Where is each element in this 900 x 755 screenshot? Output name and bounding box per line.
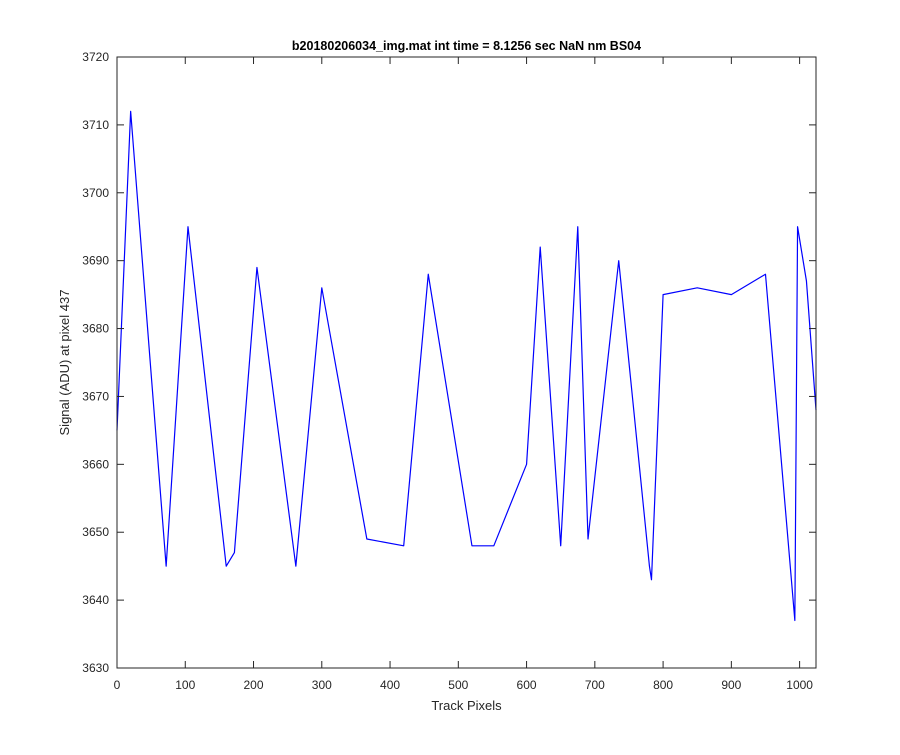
x-tick-label: 900 xyxy=(721,678,741,692)
y-tick-label: 3660 xyxy=(82,457,109,471)
x-tick-label: 300 xyxy=(312,678,332,692)
y-tick-label: 3700 xyxy=(82,186,109,200)
x-tick-label: 200 xyxy=(244,678,264,692)
y-tick-label: 3640 xyxy=(82,593,109,607)
y-tick-label: 3680 xyxy=(82,322,109,336)
x-tick-label: 400 xyxy=(380,678,400,692)
y-axis: 3630 3640 3650 3660 3670 3680 3690 3700 3710 3720 xyxy=(82,50,816,675)
y-tick-label: 3690 xyxy=(82,254,109,268)
y-tick-label: 3670 xyxy=(82,389,109,403)
y-tick-label: 3710 xyxy=(82,118,109,132)
series-line xyxy=(116,110,817,622)
y-tick-label: 3630 xyxy=(82,661,109,675)
x-tick-label: 100 xyxy=(175,678,195,692)
x-tick-label: 0 xyxy=(114,678,121,692)
series-layer xyxy=(116,110,817,622)
chart-title: b20180206034_img.mat int time = 8.1256 s… xyxy=(292,39,641,53)
x-tick-label: 500 xyxy=(448,678,468,692)
x-axis-label: Track Pixels xyxy=(431,698,502,713)
plot-area-frame xyxy=(116,56,817,669)
x-axis: 0 100 200 300 400 500 600 700 800 900 1000 xyxy=(114,57,813,692)
x-tick-label: 700 xyxy=(585,678,605,692)
x-tick-label: 1000 xyxy=(786,678,813,692)
y-tick-label: 3720 xyxy=(82,50,109,64)
y-tick-label: 3650 xyxy=(82,525,109,539)
x-tick-label: 600 xyxy=(517,678,537,692)
plot-area-background xyxy=(117,57,816,668)
x-tick-label: 800 xyxy=(653,678,673,692)
y-axis-label: Signal (ADU) at pixel 437 xyxy=(57,290,72,436)
